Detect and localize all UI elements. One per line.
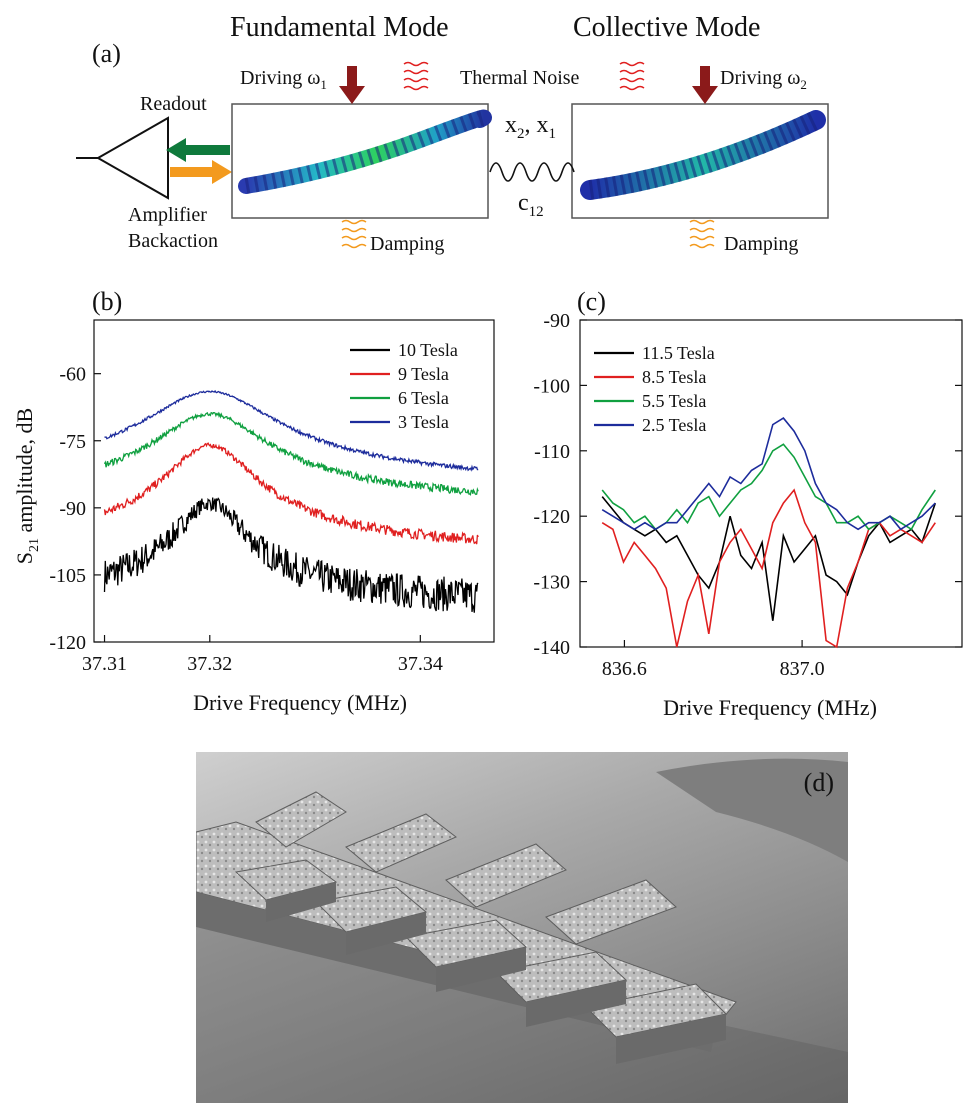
plot-c-ytick-label: -100	[533, 375, 570, 397]
driving-2-label: Driving ω2	[720, 67, 807, 92]
plot-b-ytick-label: -120	[49, 632, 86, 654]
plot-b-ytick-label: -105	[49, 565, 86, 587]
plot-c-xtick-label: 836.6	[602, 658, 647, 680]
coupling-spring-icon	[489, 162, 575, 182]
damping-right-label: Damping	[724, 233, 798, 255]
fundamental-beam-icon	[238, 109, 492, 194]
damping-left-icon	[341, 219, 367, 249]
backaction-label: Backaction	[128, 230, 218, 252]
plot-b-xtick-label: 37.31	[82, 653, 127, 675]
collective-beam-icon	[580, 110, 826, 200]
amplifier-icon	[76, 116, 169, 200]
plot-b-ticks: 37.31 37.32 37.34 -60 -75 -90 -105 -120	[49, 364, 442, 675]
panel-a: (a) Fundamental Mode Collective Mode Rea…	[76, 12, 829, 255]
drive-arrow-2-icon	[692, 66, 718, 104]
thermal-noise-right-icon	[619, 61, 645, 91]
panel-b-label: (b)	[92, 287, 122, 316]
plot-b-ylabel: S21 amplitude, dB	[12, 408, 42, 564]
plot-c-series-line	[601, 417, 936, 531]
panel-b: (b) 37.31 37.32 37.34 -60 -75 -90 -105 -120 10 …	[12, 287, 495, 715]
panel-a-label: (a)	[92, 39, 121, 68]
title-collective-mode: Collective Mode	[573, 12, 760, 43]
plot-c-ytick-label: -90	[543, 310, 570, 332]
plot-c-legend: 11.5 Tesla 8.5 Tesla 5.5 Tesla 2.5 Tesla	[594, 343, 715, 435]
plot-c-xtick-label: 837.0	[780, 658, 825, 680]
thermal-noise-label: Thermal Noise	[460, 67, 580, 89]
plot-b-legend: 10 Tesla 9 Tesla 6 Tesla 3 Tesla	[350, 340, 458, 432]
drive-arrow-1-icon	[339, 66, 365, 104]
plot-c-legend-label: 5.5 Tesla	[642, 391, 706, 411]
plot-b-xtick-label: 37.34	[398, 653, 443, 675]
plot-c-ytick-label: -120	[533, 506, 570, 528]
plot-b-xlabel: Drive Frequency (MHz)	[193, 690, 407, 715]
plot-b-ytick-label: -90	[59, 498, 86, 520]
plot-c-series-line	[601, 488, 936, 649]
sem-structure-icon	[196, 758, 848, 1103]
backaction-arrow-icon	[170, 160, 232, 184]
plot-c-legend-label: 11.5 Tesla	[642, 343, 715, 363]
plot-b-series-line	[104, 389, 479, 472]
plot-c-xlabel: Drive Frequency (MHz)	[663, 695, 877, 720]
thermal-noise-left-icon	[403, 61, 429, 91]
plot-b-legend-label: 6 Tesla	[398, 388, 449, 408]
panel-c-label: (c)	[577, 287, 606, 316]
plot-c-series-line	[601, 496, 937, 621]
panel-c: (c) 836.6 837.0 -90 -100 -110 -120 -130 -140 11…	[533, 287, 963, 720]
plot-b-legend-label: 9 Tesla	[398, 364, 449, 384]
plot-b-frame	[93, 319, 495, 643]
driving-1-label: Driving ω1	[240, 67, 327, 92]
sem-micrograph: (d)	[196, 752, 848, 1103]
plot-c-legend-label: 2.5 Tesla	[642, 415, 706, 435]
plot-c-ytick-label: -110	[534, 441, 570, 463]
plot-c-series-line	[601, 443, 936, 531]
plot-b-xtick-label: 37.32	[187, 653, 232, 675]
damping-left-label: Damping	[370, 233, 444, 255]
plot-b-series-line	[103, 497, 479, 613]
plot-c-legend-label: 8.5 Tesla	[642, 367, 706, 387]
plot-b-legend-label: 3 Tesla	[398, 412, 449, 432]
plot-b-ytick-label: -75	[59, 431, 86, 453]
plot-c-frame	[579, 319, 963, 648]
title-fundamental-mode: Fundamental Mode	[230, 12, 449, 43]
amplifier-label: Amplifier	[128, 204, 207, 226]
plot-b-legend-label: 10 Tesla	[398, 340, 458, 360]
readout-label: Readout	[140, 93, 207, 115]
panel-d-label: (d)	[803, 768, 834, 797]
plot-c-ytick-label: -130	[533, 572, 570, 594]
plot-b-series	[103, 389, 479, 613]
plot-b-series-line	[103, 411, 479, 496]
damping-right-icon	[689, 219, 715, 249]
plot-c-ytick-label: -140	[533, 637, 570, 659]
plot-c-ticks: 836.6 837.0 -90 -100 -110 -120 -130 -140	[533, 310, 962, 680]
figure: (a) Fundamental Mode Collective Mode Rea…	[12, 12, 963, 720]
coupling-c-label: c12	[518, 190, 544, 220]
readout-arrow-icon	[166, 138, 230, 162]
coupling-x-label: x2, x1	[505, 112, 556, 142]
plot-c-series	[601, 417, 937, 649]
plot-b-series-line	[103, 442, 479, 545]
plot-b-ytick-label: -60	[59, 364, 86, 386]
